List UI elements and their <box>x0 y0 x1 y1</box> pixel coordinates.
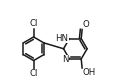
Text: HN: HN <box>56 34 69 43</box>
Text: Cl: Cl <box>29 19 38 28</box>
Text: OH: OH <box>83 68 96 78</box>
Text: N: N <box>62 55 69 64</box>
Text: O: O <box>83 20 89 29</box>
Text: Cl: Cl <box>29 69 38 78</box>
